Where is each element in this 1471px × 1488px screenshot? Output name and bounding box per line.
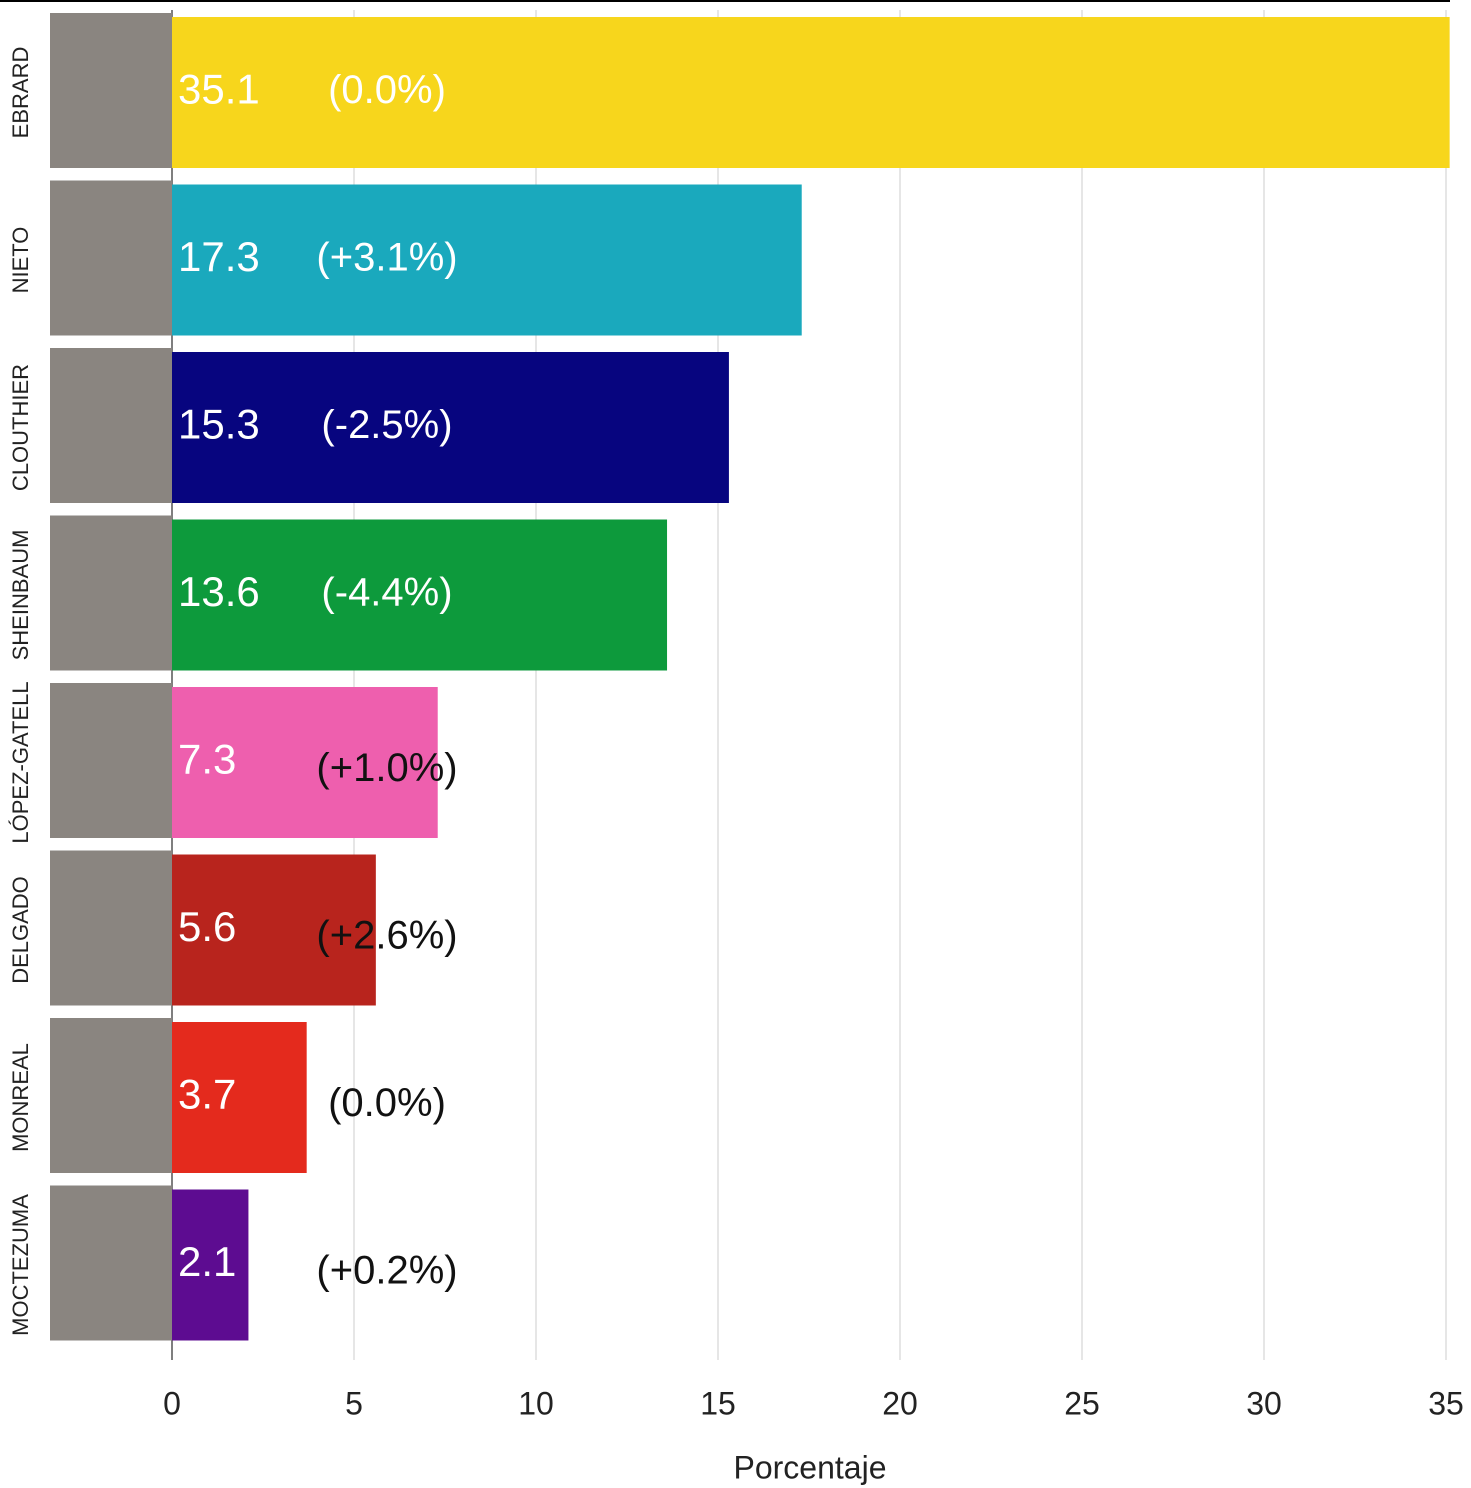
y-tick-label: DELGADO <box>8 876 33 984</box>
y-tick-label: MONREAL <box>8 1043 33 1152</box>
x-tick-label: 35 <box>1428 1385 1464 1421</box>
bar <box>172 687 438 838</box>
annotation: (+2.6%) <box>316 914 457 958</box>
value-label: 17.3 <box>178 233 260 280</box>
value-label: 35.1 <box>178 66 260 113</box>
annotation: (-4.4%) <box>321 571 452 615</box>
photo-placeholder <box>50 850 172 1006</box>
bar <box>172 352 729 503</box>
bar <box>172 519 668 671</box>
value-label: 5.6 <box>178 903 236 950</box>
x-tick-label: 10 <box>518 1385 554 1421</box>
photo-placeholder <box>50 180 172 336</box>
bar <box>172 1189 249 1341</box>
annotation: (+3.1%) <box>316 236 457 280</box>
y-tick-label: LÓPEZ-GATELL <box>8 681 33 843</box>
photo-placeholder <box>50 348 172 503</box>
annotation: (0.0%) <box>328 68 446 112</box>
value-label: 7.3 <box>178 736 236 783</box>
y-tick-label: EBRARD <box>8 47 33 139</box>
annotation: (-2.5%) <box>321 403 452 447</box>
y-tick-label: NIETO <box>8 227 33 294</box>
x-tick-label: 5 <box>345 1385 363 1421</box>
annotation: (+1.0%) <box>316 746 457 790</box>
x-axis-label: Porcentaje <box>734 1449 887 1485</box>
bar <box>172 17 1450 168</box>
value-label: 13.6 <box>178 568 260 615</box>
photo-placeholder <box>50 1018 172 1173</box>
photo-placeholder <box>50 1185 172 1341</box>
x-tick-label: 25 <box>1064 1385 1100 1421</box>
bar <box>172 184 802 336</box>
photo-placeholder <box>50 515 172 671</box>
bar <box>172 1022 307 1173</box>
y-tick-label: MOCTEZUMA <box>8 1194 33 1336</box>
x-tick-label: 20 <box>882 1385 918 1421</box>
photo-placeholder <box>50 683 172 838</box>
annotation: (0.0%) <box>328 1081 446 1125</box>
bar <box>172 854 376 1006</box>
value-label: 15.3 <box>178 401 260 448</box>
x-tick-label: 0 <box>163 1385 181 1421</box>
photo-placeholder <box>50 13 172 168</box>
x-tick-label: 30 <box>1246 1385 1282 1421</box>
value-label: 3.7 <box>178 1071 236 1118</box>
value-label: 2.1 <box>178 1238 236 1285</box>
y-tick-label: SHEINBAUM <box>8 530 33 661</box>
x-tick-label: 15 <box>700 1385 736 1421</box>
y-tick-label: CLOUTHIER <box>8 364 33 491</box>
annotation: (+0.2%) <box>316 1249 457 1293</box>
